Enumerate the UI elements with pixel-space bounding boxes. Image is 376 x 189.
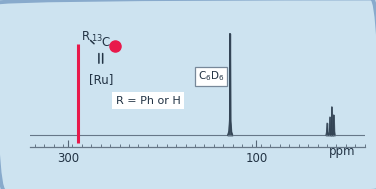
Text: R: R <box>82 30 90 43</box>
Text: R = Ph or H: R = Ph or H <box>115 96 180 106</box>
Text: ppm: ppm <box>329 145 355 158</box>
Text: $^{13}$C: $^{13}$C <box>91 34 111 51</box>
Text: [Ru]: [Ru] <box>89 73 113 86</box>
Text: C$_6$D$_6$: C$_6$D$_6$ <box>198 69 224 83</box>
